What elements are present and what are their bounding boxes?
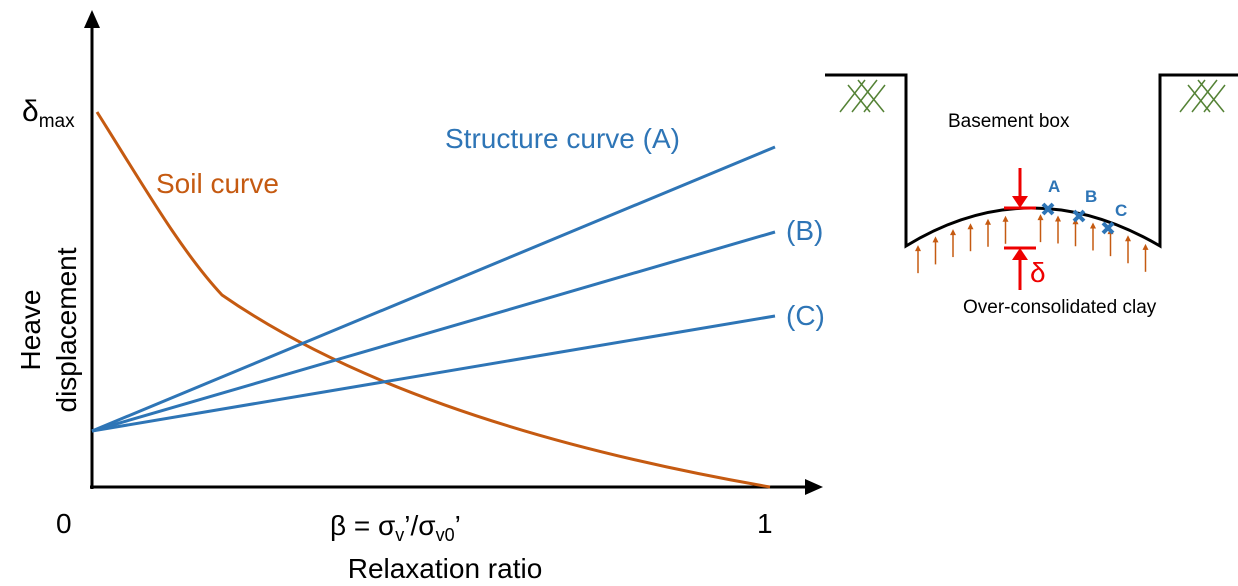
pressure-arrowhead — [950, 229, 956, 236]
pressure-arrowhead — [932, 236, 939, 243]
pressure-arrowhead — [1055, 215, 1061, 222]
soil-label: Soil curve — [156, 168, 279, 199]
t: β = σ — [330, 510, 395, 541]
y-title-line: displacement — [51, 247, 82, 412]
pressure-arrowhead — [967, 223, 974, 230]
points — [1041, 202, 1115, 235]
pressure-arrowhead — [1142, 243, 1149, 250]
point-label: C — [1115, 201, 1127, 220]
t: ’/σ — [404, 510, 435, 541]
soil-name: Over-consolidated clay — [963, 297, 1157, 318]
delta-label: δ — [1030, 257, 1046, 288]
structure-line-b — [91, 230, 776, 433]
t: ’ — [455, 510, 461, 541]
delta-arrowhead — [1012, 196, 1028, 208]
y-title-line: Heave — [15, 290, 46, 371]
soil-pressure-arrows — [915, 214, 1149, 274]
x-arrow — [805, 479, 823, 495]
y-title: Heave displacement — [15, 247, 82, 412]
pressure-arrowhead — [1037, 214, 1044, 221]
structure-label: Structure curve (A) — [445, 123, 680, 154]
x-title: Relaxation ratio — [348, 553, 543, 584]
hatch-left — [839, 79, 886, 113]
subscript: max — [39, 111, 75, 132]
origin-label: 0 — [56, 508, 72, 539]
pressure-arrowhead — [1125, 235, 1131, 242]
y-arrow — [84, 10, 100, 28]
t: v — [395, 525, 404, 545]
structure-line-c — [91, 314, 776, 433]
t: v0 — [436, 525, 455, 545]
basement-label: Basement box — [948, 111, 1070, 132]
point-label: B — [1085, 187, 1097, 206]
structure-line-a — [91, 145, 776, 433]
pressure-arrowhead — [1090, 222, 1096, 229]
pressure-arrowhead — [915, 245, 921, 252]
delta-arrowhead — [1012, 248, 1028, 260]
structure-label: (C) — [786, 300, 825, 331]
x-formula: β = σv’/σv0’ — [330, 510, 461, 545]
excavation — [825, 73, 1238, 249]
pressure-arrowhead — [1002, 215, 1009, 222]
y-max-label: δmax — [22, 95, 75, 132]
point-label: A — [1048, 177, 1060, 196]
pressure-arrowhead — [985, 218, 991, 225]
hatch-right — [1179, 79, 1226, 113]
symbol: δ — [22, 95, 39, 128]
x-end-label: 1 — [757, 508, 773, 539]
soil-curve — [95, 111, 771, 489]
structure-label: (B) — [786, 215, 823, 246]
